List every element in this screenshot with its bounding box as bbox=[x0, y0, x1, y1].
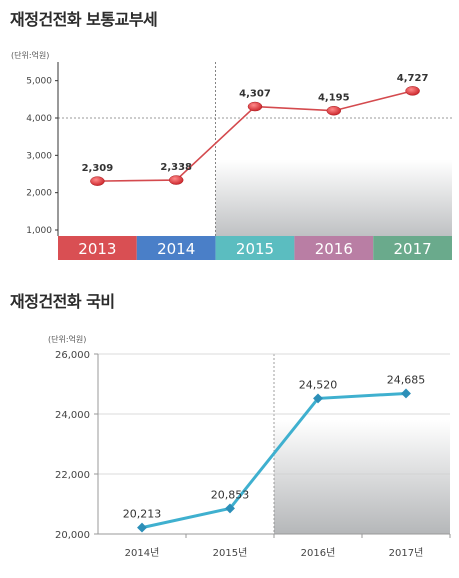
chart2-ytick-label: 22,000 bbox=[55, 470, 90, 481]
chart2-data-point bbox=[137, 522, 147, 533]
chart2-data-label: 20,853 bbox=[211, 488, 250, 501]
chart1-ytick-label: 5,000 bbox=[26, 77, 52, 87]
chart1-category-band bbox=[136, 236, 216, 260]
chart1-data-point bbox=[90, 176, 105, 186]
chart1-data-label: 4,195 bbox=[318, 93, 350, 104]
chart1-ytick-label: 2,000 bbox=[26, 189, 52, 199]
chart2-ytick-label: 26,000 bbox=[55, 350, 90, 361]
chart2-xtick-label: 2014년 bbox=[125, 547, 160, 559]
chart2-ytick-label: 20,000 bbox=[55, 530, 90, 541]
chart2-xtick-label: 2017년 bbox=[389, 547, 424, 559]
chart1-data-point bbox=[405, 86, 420, 96]
chart2-unit: (단위:억원) bbox=[48, 334, 86, 344]
chart1-ytick-label: 3,000 bbox=[26, 151, 52, 161]
chart1-category-label: 2013 bbox=[78, 240, 116, 258]
chart1-title: 재정건전화 보통교부세 bbox=[10, 10, 158, 29]
chart1-category-label: 2015 bbox=[236, 240, 274, 258]
chart1-category-band bbox=[58, 236, 137, 260]
chart1-data-label: 4,307 bbox=[239, 89, 271, 100]
chart1-data-point bbox=[326, 105, 342, 116]
chart2-xtick-label: 2016년 bbox=[301, 547, 336, 559]
chart2-data-point bbox=[313, 393, 323, 404]
chart2-ytick-label: 24,000 bbox=[55, 410, 90, 421]
chart1-shaded-region bbox=[215, 160, 452, 236]
chart1-category-label: 2017 bbox=[394, 240, 432, 258]
chart1-unit: (단위:억원) bbox=[11, 50, 49, 60]
chart2-data-label: 24,520 bbox=[299, 378, 338, 391]
chart2-xtick-label: 2015년 bbox=[213, 547, 248, 559]
chart1-ytick-label: 1,000 bbox=[26, 226, 52, 236]
chart1-svg: (단위:억원) 2,309 2,338 4,307 4,195 4,727 1,000 2… bbox=[11, 50, 452, 260]
chart2-data-label: 24,685 bbox=[387, 373, 426, 386]
chart1-data-label: 2,309 bbox=[82, 163, 114, 174]
chart1-ytick-label: 4,000 bbox=[26, 114, 52, 124]
chart2-series-line bbox=[141, 391, 407, 530]
chart2-data-point bbox=[225, 503, 235, 514]
chart1-data-label: 2,338 bbox=[160, 162, 192, 173]
chart2-title: 재정건전화 국비 bbox=[10, 292, 115, 311]
chart1-category-band bbox=[373, 236, 452, 260]
chart1-category-band bbox=[215, 236, 295, 260]
chart2-data-label: 20,213 bbox=[123, 508, 162, 521]
chart1-data-point bbox=[168, 175, 184, 185]
chart1-category-band bbox=[294, 236, 374, 260]
chart1-data-point bbox=[247, 101, 263, 112]
chart1-data-label: 4,727 bbox=[397, 73, 429, 84]
chart2-data-point bbox=[401, 388, 411, 399]
chart1-category-label: 2014 bbox=[157, 240, 195, 258]
chart2-shaded-region bbox=[274, 420, 450, 534]
chart1-category-label: 2016 bbox=[315, 240, 353, 258]
